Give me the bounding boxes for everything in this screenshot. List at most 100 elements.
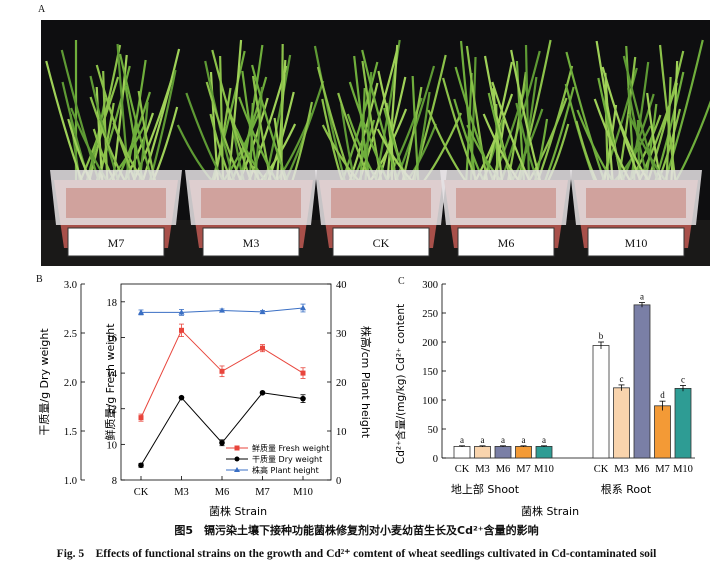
c-bar: [474, 445, 491, 459]
legend-dry: 干质量 Dry weight: [252, 454, 322, 464]
c-group-root: 根系 Root: [601, 482, 652, 496]
b-x-tick-label: M3: [174, 487, 189, 498]
pot-label-card: [332, 227, 430, 257]
caption-english: Fig. 5 Effects of functional strains on …: [56, 548, 657, 560]
b-x-tick-label: M6: [215, 487, 230, 498]
c-bar: [674, 388, 692, 459]
panel-c-letter: C: [398, 276, 405, 287]
pot-m6: M6: [427, 39, 575, 257]
c-y-tick-label: 300: [422, 280, 438, 291]
legend-height: 株高 Plant height: [252, 465, 319, 475]
growth-chart: 1.0 1.5 2.0 2.5 3.0 8 10 12 14 16 18 0 10 20 30 40 CK M3 M…: [38, 280, 373, 518]
c-y-tick-label: 250: [422, 309, 438, 320]
b-height-tick-label: 40: [336, 280, 347, 291]
c-significance-letter: c: [620, 374, 624, 384]
b-dry-tick-label: 1.5: [64, 427, 77, 438]
b-height-tick-label: 10: [336, 427, 347, 438]
c-y-tick-label: 0: [433, 454, 438, 465]
b-height-tick-label: 20: [336, 378, 347, 389]
pot-label-card: [202, 227, 300, 257]
c-significance-letter: a: [640, 292, 644, 302]
c-bar: [515, 445, 532, 459]
b-point: [178, 309, 185, 315]
pot-rim: [456, 188, 556, 218]
pot-rim: [586, 188, 686, 218]
b-point: [219, 307, 225, 313]
c-x-tick-label: M3: [614, 464, 629, 475]
pot-ck: CK: [313, 39, 463, 257]
c-x-tick-label: M7: [655, 464, 670, 475]
c-y-tick-label: 150: [422, 367, 438, 378]
b-dry-tick-label: 1.0: [64, 476, 77, 487]
b-point: [259, 389, 266, 396]
c-significance-letter: d: [660, 390, 665, 400]
b-fresh-ylabel: 鲜质量/g Fresh weight: [103, 323, 117, 441]
b-point: [178, 394, 185, 401]
caption-chinese: 图5 镉污染土壤下接种功能菌株修复剂对小麦幼苗生长及Cd²⁺含量的影响: [174, 524, 539, 537]
b-fresh-tick-label: 12: [107, 405, 118, 416]
c-group-shoot: 地上部 Shoot: [451, 482, 520, 496]
c-x-tick-label: CK: [594, 464, 609, 475]
pot-label-card: [587, 227, 685, 257]
b-dry-ylabel: 干质量/g Dry weight: [38, 328, 51, 436]
c-x-tick-label: M10: [673, 464, 693, 475]
c-x-tick-label: M7: [516, 464, 531, 475]
b-point: [219, 439, 225, 446]
b-point: [300, 370, 306, 376]
c-x-tick-label: M6: [635, 464, 650, 475]
c-ylabel: Cd²⁺含量/(mg/kg) Cd²⁺ content: [394, 304, 407, 464]
pot-label: M6: [498, 236, 515, 250]
cadmium-chart: 0 50 100 150 200 250 300 a CK a M3 a M6 a M7 a M10 b CK c M…: [394, 280, 695, 518]
c-bar: [494, 445, 512, 459]
b-point: [300, 304, 306, 311]
b-x-tick-label: CK: [134, 487, 149, 498]
pot-rim: [201, 188, 301, 218]
b-xlabel: 菌株 Strain: [209, 504, 267, 518]
pot-m7: M7: [45, 40, 182, 257]
legend-marker: [234, 467, 240, 472]
b-height-tick-label: 30: [336, 329, 347, 340]
c-x-tick-label: M6: [496, 464, 511, 475]
b-point: [138, 462, 144, 469]
c-bar: [654, 405, 671, 459]
wheat-seedling-photo: M7 M3 CK M6 M10: [41, 20, 710, 266]
panel-b-letter: B: [36, 274, 43, 285]
b-point: [300, 395, 306, 402]
b-point: [219, 368, 225, 374]
c-y-tick-label: 50: [428, 425, 439, 436]
c-y-tick-label: 200: [422, 338, 438, 349]
c-xlabel: 菌株 Strain: [521, 504, 579, 518]
c-bar: [633, 304, 651, 459]
c-x-tick-label: CK: [455, 464, 470, 475]
b-fresh-tick-label: 10: [107, 440, 118, 451]
b-legend: 鲜质量 Fresh weight 干质量 Dry weight 株高 Plant…: [226, 443, 329, 475]
legend-marker: [234, 456, 240, 462]
c-significance-letter: a: [501, 435, 505, 445]
b-fresh-tick-label: 18: [107, 298, 118, 309]
b-fresh-tick-label: 8: [112, 476, 117, 487]
c-significance-letter: a: [522, 435, 526, 445]
pot-m3: M3: [176, 39, 325, 257]
c-bar: [453, 445, 471, 459]
panel-a-letter: A: [38, 4, 46, 15]
c-x-tick-label: M3: [475, 464, 490, 475]
pot-label: M3: [243, 236, 260, 250]
pot-m10: M10: [564, 39, 710, 257]
legend-marker: [234, 445, 240, 451]
c-significance-letter: a: [542, 435, 546, 445]
b-dry-tick-label: 2.5: [64, 329, 77, 340]
legend-fresh: 鲜质量 Fresh weight: [252, 443, 329, 453]
c-significance-letter: b: [599, 331, 604, 341]
b-fresh-tick-label: 16: [107, 333, 118, 344]
pot-label-card: [457, 227, 555, 257]
pot-rim: [66, 188, 166, 218]
b-point: [138, 309, 144, 315]
pot-rim: [331, 188, 431, 218]
pot-label: M10: [625, 236, 648, 250]
pot-label-card: [67, 227, 165, 257]
b-point: [179, 327, 184, 333]
b-dry-tick-label: 2.0: [64, 378, 77, 389]
b-x-tick-label: M7: [255, 487, 270, 498]
b-point: [138, 415, 144, 421]
c-bar: [535, 445, 553, 459]
